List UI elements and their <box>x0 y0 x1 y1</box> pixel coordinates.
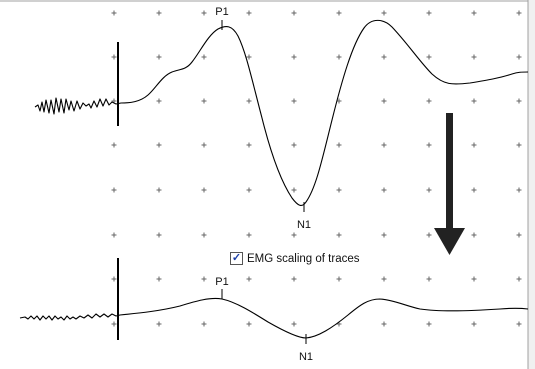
plus-marker-icon <box>201 142 207 148</box>
plus-marker-icon <box>471 10 477 16</box>
plus-marker-icon <box>156 187 162 193</box>
plus-marker-icon <box>156 10 162 16</box>
plus-marker-icon <box>426 10 432 16</box>
plus-marker-icon <box>111 10 117 16</box>
upper-p1-label: P1 <box>215 6 228 18</box>
plus-marker-icon <box>291 10 297 16</box>
plus-marker-icon <box>471 98 477 104</box>
plus-marker-icon <box>201 54 207 60</box>
plus-marker-icon <box>516 10 522 16</box>
plus-marker-icon <box>246 54 252 60</box>
plus-marker-icon <box>381 10 387 16</box>
plus-marker-icon <box>426 187 432 193</box>
checkbox-box[interactable]: ✓ <box>230 252 243 265</box>
plus-marker-icon <box>111 321 117 327</box>
plus-marker-icon <box>111 187 117 193</box>
plus-marker-icon <box>516 232 522 238</box>
plus-marker-icon <box>156 54 162 60</box>
plus-marker-icon <box>426 232 432 238</box>
plus-marker-icon <box>471 187 477 193</box>
plus-marker-icon <box>336 276 342 282</box>
plus-marker-icon <box>426 321 432 327</box>
plus-marker-icon <box>426 276 432 282</box>
plus-marker-icon <box>201 321 207 327</box>
plus-marker-icon <box>291 142 297 148</box>
plus-marker-icon <box>516 321 522 327</box>
plus-marker-icon <box>426 54 432 60</box>
plus-marker-icon <box>201 232 207 238</box>
plus-marker-icon <box>471 321 477 327</box>
plus-marker-icon <box>336 142 342 148</box>
plus-marker-icon <box>291 98 297 104</box>
plus-marker-icon <box>336 187 342 193</box>
checkmark-icon: ✓ <box>231 252 242 264</box>
plus-marker-icon <box>201 187 207 193</box>
plus-marker-icon <box>381 98 387 104</box>
plus-marker-icon <box>336 10 342 16</box>
plus-marker-icon <box>246 321 252 327</box>
emg-scaling-label: EMG scaling of traces <box>247 252 360 265</box>
plus-marker-icon <box>246 98 252 104</box>
plus-marker-icon <box>426 98 432 104</box>
plus-marker-icon <box>426 142 432 148</box>
grid-markers <box>111 10 522 327</box>
plus-marker-icon <box>291 232 297 238</box>
plus-marker-icon <box>111 232 117 238</box>
plus-marker-icon <box>291 321 297 327</box>
plus-marker-icon <box>246 276 252 282</box>
plus-marker-icon <box>516 142 522 148</box>
upper-n1-label: N1 <box>297 219 311 231</box>
plus-marker-icon <box>516 276 522 282</box>
plus-marker-icon <box>291 276 297 282</box>
plus-marker-icon <box>156 142 162 148</box>
plus-marker-icon <box>156 232 162 238</box>
plus-marker-icon <box>336 54 342 60</box>
plus-marker-icon <box>111 276 117 282</box>
plus-marker-icon <box>201 276 207 282</box>
plus-marker-icon <box>246 10 252 16</box>
plus-marker-icon <box>156 98 162 104</box>
lower-trace <box>19 297 529 339</box>
plus-marker-icon <box>381 276 387 282</box>
plus-marker-icon <box>291 187 297 193</box>
plus-marker-icon <box>381 321 387 327</box>
plus-marker-icon <box>516 98 522 104</box>
plus-marker-icon <box>111 142 117 148</box>
emg-scaling-checkbox[interactable]: ✓ EMG scaling of traces <box>230 252 359 265</box>
arrow-down-icon <box>434 113 465 255</box>
plus-marker-icon <box>471 232 477 238</box>
plus-marker-icon <box>156 276 162 282</box>
plus-marker-icon <box>246 142 252 148</box>
plus-marker-icon <box>471 54 477 60</box>
plus-marker-icon <box>381 232 387 238</box>
upper-trace <box>34 19 529 207</box>
plus-marker-icon <box>516 187 522 193</box>
lower-p1-label: P1 <box>215 276 228 288</box>
plus-marker-icon <box>336 232 342 238</box>
plus-marker-icon <box>246 187 252 193</box>
plus-marker-icon <box>246 232 252 238</box>
plus-marker-icon <box>111 54 117 60</box>
plus-marker-icon <box>516 54 522 60</box>
plus-marker-icon <box>381 142 387 148</box>
plus-marker-icon <box>471 276 477 282</box>
plus-marker-icon <box>471 142 477 148</box>
plus-marker-icon <box>381 54 387 60</box>
plus-marker-icon <box>381 187 387 193</box>
plus-marker-icon <box>201 98 207 104</box>
plus-marker-icon <box>156 321 162 327</box>
lower-n1-label: N1 <box>299 351 313 363</box>
plus-marker-icon <box>201 10 207 16</box>
plus-marker-icon <box>291 54 297 60</box>
